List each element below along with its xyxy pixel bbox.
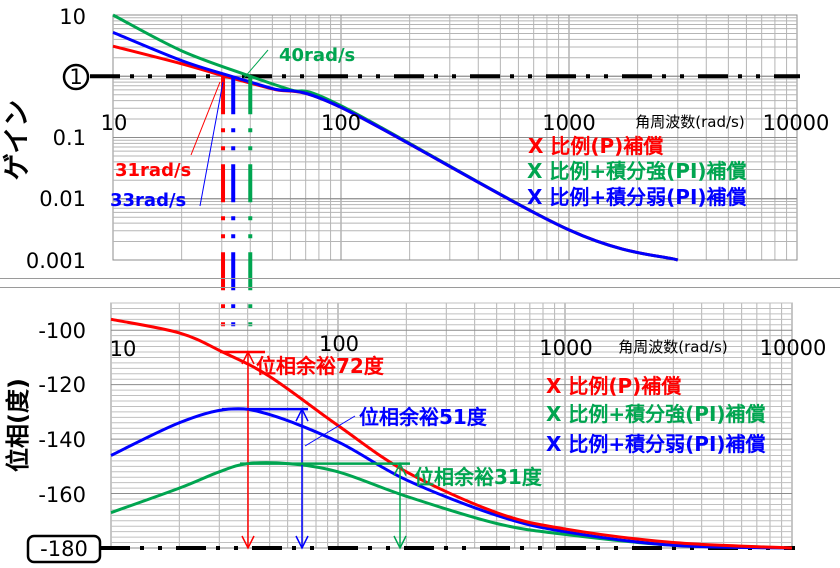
- phase-y-label: 位相(度): [4, 378, 32, 472]
- crossover-leader-blue: [199, 81, 224, 207]
- gain-x-axis: 10 100 1000 10000 角周波数(rad/s): [101, 111, 830, 135]
- gain-one-circle-highlight: [62, 63, 90, 91]
- gain-y-tick-highlight: 1: [69, 65, 82, 89]
- gain-curves: [112, 13, 679, 262]
- gain-y-tick: 0.001: [26, 249, 86, 273]
- arrow-head-up-icon: [295, 407, 309, 422]
- crossover-label-red: 31rad/s: [115, 160, 191, 181]
- phase-margin-annotations: [220, 350, 410, 550]
- phase-margin-label-green: 位相余裕31度: [414, 465, 543, 489]
- phase-x-tick: 10: [110, 337, 137, 361]
- phase-x-label: 角周波数(rad/s): [618, 338, 727, 356]
- gain-y-axis: 10 1 0.1 0.01 0.001: [26, 5, 86, 273]
- phase-minus180-box-highlight: [26, 534, 102, 564]
- phase-margin-label-blue: 位相余裕51度: [359, 405, 488, 429]
- phase-margin-label-red: 位相余裕72度: [256, 354, 385, 378]
- gain-y-label: ゲイン: [2, 100, 33, 180]
- gain-y-tick: 10: [59, 5, 86, 29]
- crossover-label-blue: 33rad/s: [110, 190, 186, 211]
- phase-y-tick: -120: [38, 373, 86, 397]
- legend-item-pi-weak: X 比例+積分弱(PI)補償: [527, 185, 748, 209]
- arrow-head-down-icon: [393, 535, 407, 550]
- crossover-leader-red: [190, 81, 221, 156]
- phase-x-tick: 10000: [760, 336, 827, 360]
- legend-item-p: X 比例(P)補償: [528, 134, 664, 158]
- phase-y-axis: -100 -120 -140 -160 -180: [38, 319, 88, 561]
- arrow-head-down-icon: [295, 535, 309, 550]
- phase-x-tick: 1000: [539, 336, 592, 360]
- gain-grid: [90, 14, 800, 261]
- gain-x-tick: 10000: [763, 111, 830, 135]
- phase-y-tick: -160: [38, 483, 86, 507]
- phase-y-tick: -100: [38, 319, 86, 343]
- panel-divider: [0, 278, 840, 279]
- phase-x-axis: 10 100 1000 10000 角周波数(rad/s): [110, 332, 827, 361]
- phase-x-tick: 100: [319, 332, 359, 356]
- phase-y-tick-highlight: -180: [40, 537, 88, 561]
- gain-y-tick: 0.01: [39, 187, 86, 211]
- crossover-leader-green: [243, 49, 269, 79]
- panel-divider: [0, 287, 840, 288]
- phase-legend-item-pi-strong: X 比例+積分強(PI)補償: [546, 402, 767, 426]
- phase-margin-labels: 位相余裕72度 位相余裕51度 位相余裕31度: [256, 354, 543, 489]
- gain-crossover-markers: [221, 76, 253, 338]
- phase-margin-leader-blue: [304, 415, 356, 447]
- gain-x-tick: 10: [101, 111, 128, 135]
- phase-curve: [110, 407, 793, 550]
- arrow-head-down-icon: [241, 535, 255, 550]
- phase-y-tick: -140: [38, 428, 86, 452]
- phase-legend: X 比例(P)補償 X 比例+積分強(PI)補償 X 比例+積分弱(PI)補償: [546, 374, 767, 456]
- gain-x-label: 角周波数(rad/s): [635, 113, 744, 131]
- gain-x-tick: 1000: [542, 111, 595, 135]
- arrow-head-up-icon: [241, 350, 255, 365]
- gain-x-tick: 100: [321, 111, 361, 135]
- legend-item-pi-strong: X 比例+積分強(PI)補償: [527, 159, 748, 183]
- phase-grid: [100, 302, 795, 550]
- arrow-head-up-icon: [393, 461, 407, 476]
- crossover-label-green: 40rad/s: [279, 45, 355, 66]
- phase-legend-item-pi-weak: X 比例+積分弱(PI)補償: [546, 432, 767, 456]
- gain-curve: [112, 31, 679, 262]
- gain-y-tick: 0.1: [53, 126, 86, 150]
- phase-legend-item-p: X 比例(P)補償: [546, 374, 682, 398]
- gain-legend: X 比例(P)補償 X 比例+積分強(PI)補償 X 比例+積分弱(PI)補償: [527, 134, 748, 209]
